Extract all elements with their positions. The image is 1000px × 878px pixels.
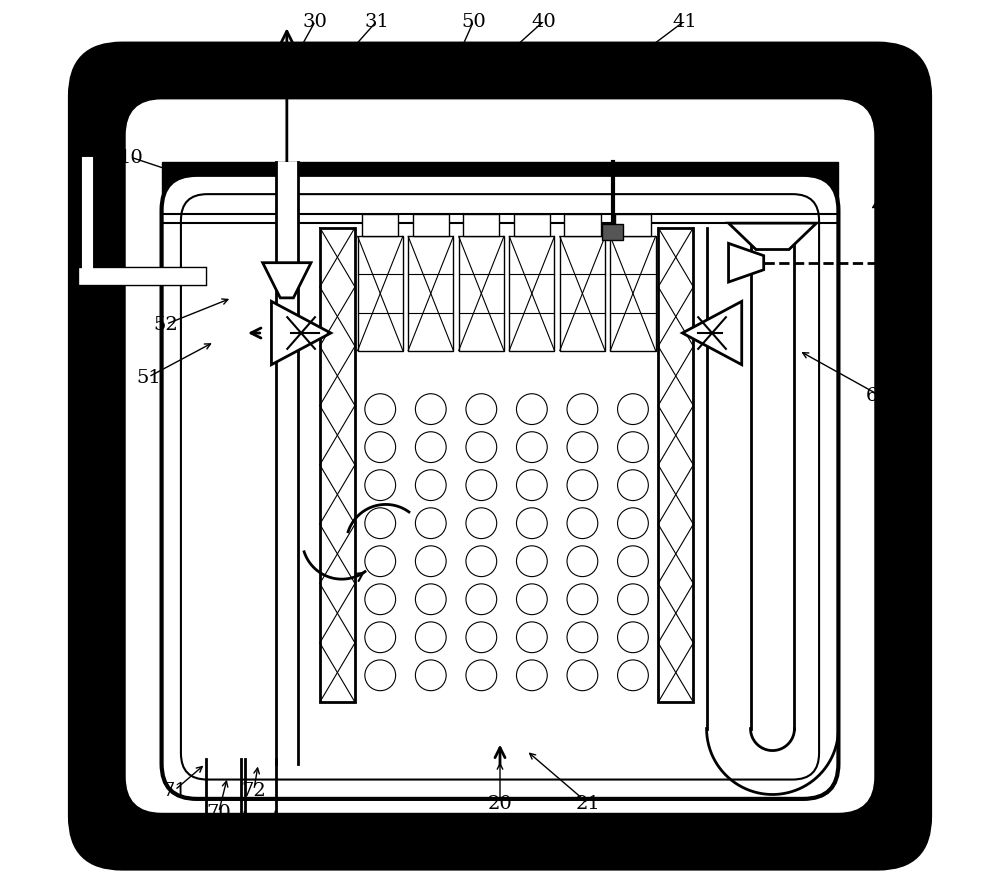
Ellipse shape — [415, 508, 446, 539]
Polygon shape — [729, 244, 764, 283]
Bar — [162, 162, 838, 211]
Text: 41: 41 — [672, 13, 697, 31]
Ellipse shape — [567, 432, 598, 463]
Bar — [408, 237, 453, 351]
Ellipse shape — [567, 584, 598, 615]
Ellipse shape — [567, 546, 598, 577]
Ellipse shape — [618, 471, 648, 501]
Polygon shape — [682, 302, 742, 365]
Ellipse shape — [466, 432, 497, 463]
Ellipse shape — [567, 623, 598, 653]
Ellipse shape — [618, 394, 648, 425]
Bar — [362, 215, 398, 237]
Ellipse shape — [415, 432, 446, 463]
Ellipse shape — [466, 660, 497, 691]
Ellipse shape — [618, 660, 648, 691]
Text: 52: 52 — [154, 316, 178, 334]
Ellipse shape — [567, 394, 598, 425]
Text: 51: 51 — [136, 369, 161, 386]
Ellipse shape — [415, 623, 446, 653]
Ellipse shape — [618, 584, 648, 615]
Ellipse shape — [516, 623, 547, 653]
Bar — [658, 228, 693, 702]
Bar — [463, 215, 499, 237]
FancyBboxPatch shape — [126, 101, 874, 812]
Ellipse shape — [415, 546, 446, 577]
FancyBboxPatch shape — [69, 44, 931, 869]
FancyBboxPatch shape — [162, 176, 838, 799]
Polygon shape — [271, 302, 331, 365]
Ellipse shape — [516, 660, 547, 691]
Text: 30: 30 — [303, 13, 328, 31]
Text: 31: 31 — [365, 13, 389, 31]
Ellipse shape — [618, 546, 648, 577]
Ellipse shape — [466, 508, 497, 539]
Ellipse shape — [365, 546, 396, 577]
Ellipse shape — [415, 471, 446, 501]
Ellipse shape — [466, 623, 497, 653]
Ellipse shape — [365, 508, 396, 539]
Bar — [560, 237, 605, 351]
Ellipse shape — [618, 508, 648, 539]
Ellipse shape — [365, 584, 396, 615]
Bar — [358, 237, 403, 351]
Ellipse shape — [567, 471, 598, 501]
Bar — [514, 215, 550, 237]
Text: 40: 40 — [532, 13, 556, 31]
Bar — [615, 215, 651, 237]
Text: 72: 72 — [242, 781, 266, 799]
Polygon shape — [263, 263, 311, 299]
Ellipse shape — [415, 660, 446, 691]
Ellipse shape — [415, 584, 446, 615]
Text: 21: 21 — [576, 795, 600, 812]
Ellipse shape — [365, 623, 396, 653]
Ellipse shape — [618, 623, 648, 653]
Ellipse shape — [365, 471, 396, 501]
Ellipse shape — [466, 471, 497, 501]
Ellipse shape — [365, 394, 396, 425]
Bar — [610, 237, 656, 351]
Ellipse shape — [415, 394, 446, 425]
Ellipse shape — [516, 394, 547, 425]
Text: 42: 42 — [896, 176, 921, 193]
Text: 10: 10 — [118, 149, 143, 167]
Text: 71: 71 — [162, 781, 187, 799]
Ellipse shape — [516, 432, 547, 463]
Ellipse shape — [516, 584, 547, 615]
Text: 20: 20 — [488, 795, 512, 812]
Bar — [459, 237, 504, 351]
Ellipse shape — [466, 584, 497, 615]
Bar — [602, 225, 623, 241]
Bar — [564, 215, 601, 237]
Ellipse shape — [516, 471, 547, 501]
Bar — [413, 215, 449, 237]
Ellipse shape — [567, 508, 598, 539]
Ellipse shape — [365, 660, 396, 691]
Ellipse shape — [618, 432, 648, 463]
Ellipse shape — [466, 546, 497, 577]
Ellipse shape — [516, 546, 547, 577]
Text: 50: 50 — [461, 13, 486, 31]
Text: 70: 70 — [206, 803, 231, 821]
Ellipse shape — [516, 508, 547, 539]
Ellipse shape — [466, 394, 497, 425]
Text: 60: 60 — [866, 386, 890, 404]
Ellipse shape — [567, 660, 598, 691]
Bar — [509, 237, 554, 351]
Ellipse shape — [365, 432, 396, 463]
Bar — [320, 228, 355, 702]
Polygon shape — [729, 224, 816, 250]
